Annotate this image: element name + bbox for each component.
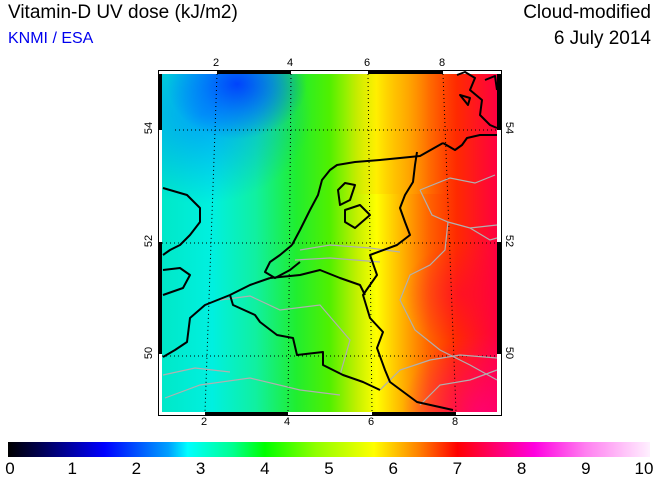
coastlines bbox=[162, 71, 498, 411]
lat-label-right: 54 bbox=[503, 121, 516, 135]
lon-label-top: 8 bbox=[439, 57, 446, 69]
colorbar-tick-label: 10 bbox=[634, 459, 654, 478]
germany-coast bbox=[442, 134, 497, 151]
colorbar-tick-label: 6 bbox=[388, 459, 398, 478]
colorbar-tick-label: 3 bbox=[195, 459, 206, 478]
lon-label-top: 4 bbox=[287, 57, 294, 69]
lat-label-left: 50 bbox=[143, 346, 156, 360]
colorbar-tick-label: 9 bbox=[581, 459, 591, 478]
axis-bars bbox=[158, 70, 502, 416]
lon-label-bottom: 8 bbox=[452, 416, 459, 428]
mode-label: Cloud-modified bbox=[523, 2, 651, 23]
colorbar-tick-label: 0 bbox=[5, 459, 15, 478]
belgium-france-border bbox=[229, 294, 381, 391]
lon-label-bottom: 2 bbox=[201, 416, 208, 428]
delta bbox=[264, 244, 301, 279]
netherlands-coast bbox=[291, 142, 444, 246]
organisation-label: KNMI / ESA bbox=[8, 30, 94, 47]
uv-dose-field-overlay bbox=[162, 74, 497, 194]
colorbar-tick-label: 7 bbox=[452, 459, 463, 478]
inland-borders bbox=[162, 174, 498, 406]
graticule bbox=[162, 73, 497, 413]
colorbar bbox=[8, 442, 650, 457]
lat-label-left: 54 bbox=[143, 121, 156, 135]
lat-label-right: 50 bbox=[503, 346, 516, 360]
colorbar-tick-label: 2 bbox=[131, 459, 142, 478]
lat-label-left: 52 bbox=[143, 234, 156, 248]
belgium-netherlands-border bbox=[269, 269, 366, 296]
colorbar-tick-label: 1 bbox=[67, 459, 77, 478]
denmark-coast bbox=[456, 71, 498, 129]
colorbar-tick-label: 5 bbox=[324, 459, 334, 478]
date-label: 6 July 2014 bbox=[553, 28, 651, 49]
uk-coast-south bbox=[162, 267, 191, 296]
ijsselmeer bbox=[337, 182, 371, 229]
colorbar-tick-label: 4 bbox=[260, 459, 270, 478]
colorbar-tick-label: 8 bbox=[516, 459, 527, 478]
lon-label-bottom: 4 bbox=[284, 416, 291, 428]
map-title: Vitamin-D UV dose (kJ/m2) bbox=[8, 2, 238, 23]
lon-label-top: 2 bbox=[213, 57, 220, 69]
lat-label-right: 52 bbox=[503, 234, 516, 248]
uk-coast bbox=[162, 187, 201, 256]
denmark-islands bbox=[459, 75, 498, 106]
lon-label-bottom: 6 bbox=[368, 416, 375, 428]
netherlands-germany-border bbox=[362, 151, 454, 411]
belgium-coast bbox=[162, 277, 271, 358]
uv-dose-field bbox=[162, 74, 497, 412]
lon-label-top: 6 bbox=[364, 57, 371, 69]
